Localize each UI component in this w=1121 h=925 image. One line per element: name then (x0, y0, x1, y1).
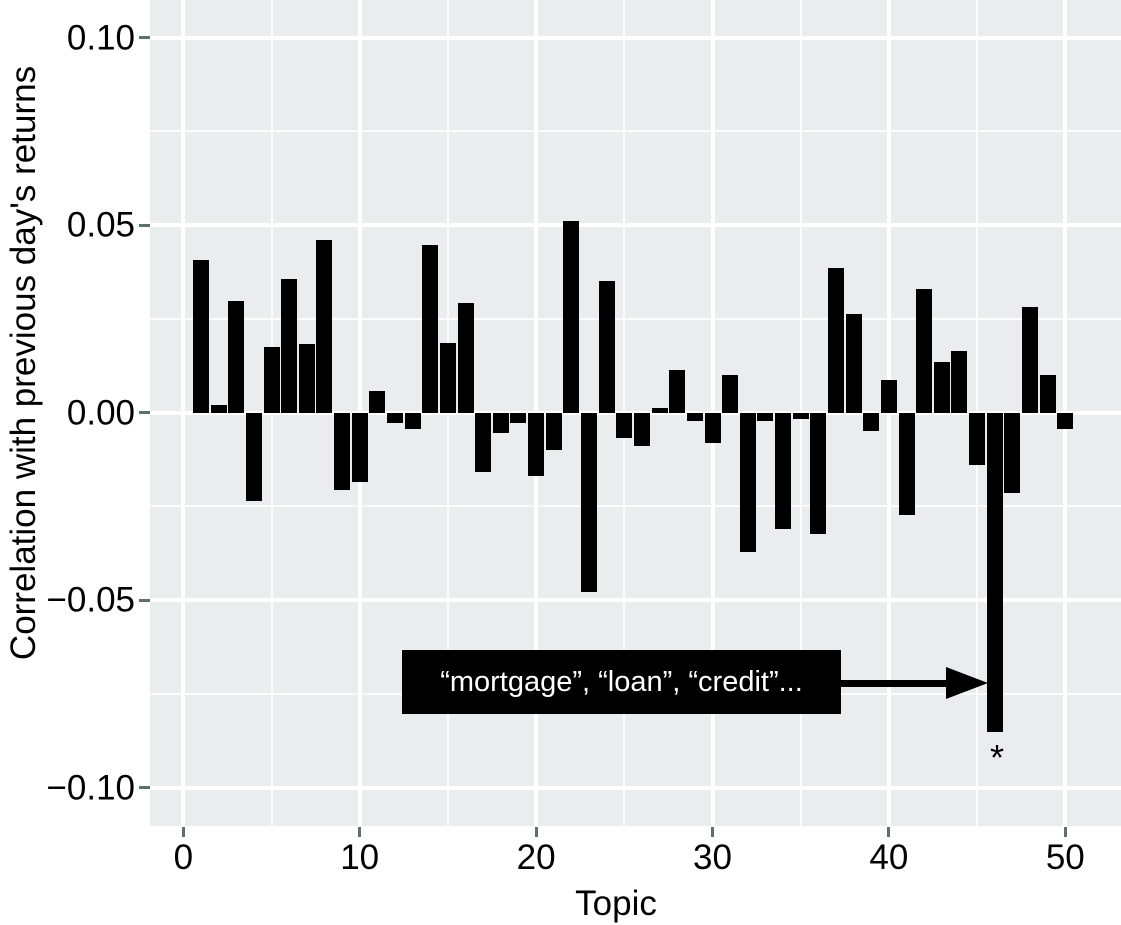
bar-topic-9 (334, 412, 351, 491)
bar-topic-50 (1057, 412, 1074, 430)
bar-topic-48 (1022, 306, 1039, 413)
x-axis-tick (534, 827, 538, 837)
bar-topic-15 (439, 343, 456, 413)
bar-topic-37 (827, 268, 844, 413)
bar-topic-38 (845, 313, 862, 413)
bar-topic-12 (386, 412, 403, 423)
bar-topic-30 (704, 412, 721, 443)
x-axis-tick (711, 827, 714, 837)
y-axis-tick (139, 223, 150, 227)
y-tick-label: 0.10 (66, 18, 135, 57)
bar-topic-7 (298, 343, 315, 413)
gridline-y-minor (150, 505, 1121, 508)
y-tick-label: 0.05 (66, 205, 135, 245)
x-tick-label: 20 (516, 838, 556, 877)
bar-topic-22 (563, 220, 580, 413)
bar-topic-17 (475, 412, 492, 472)
bar-topic-47 (1004, 412, 1021, 494)
bar-topic-18 (492, 412, 509, 433)
gridline-y-major (150, 35, 1121, 40)
bar-topic-4 (245, 412, 262, 501)
bar-topic-49 (1039, 375, 1056, 413)
annotation-arrow-head-icon (946, 667, 988, 699)
bar-topic-2 (210, 405, 227, 413)
bar-topic-39 (863, 412, 880, 431)
bar-topic-11 (369, 391, 386, 413)
y-axis-tick (139, 36, 150, 39)
significance-asterisk: * (989, 737, 1005, 778)
bar-topic-23 (581, 412, 598, 593)
bar-topic-14 (422, 244, 439, 413)
x-axis-title: Topic (575, 884, 657, 923)
gridline-y-major (150, 223, 1121, 227)
bar-topic-20 (528, 412, 545, 476)
bar-topic-13 (404, 412, 421, 430)
y-axis-tick (139, 411, 150, 414)
bar-topic-43 (933, 361, 950, 413)
x-axis-tick (1063, 827, 1067, 837)
y-axis-tick (139, 786, 150, 789)
x-tick-label: 50 (1045, 838, 1085, 877)
y-tick-label: −0.05 (46, 580, 135, 620)
x-tick-label: 30 (693, 838, 732, 877)
y-tick-label: 0.00 (66, 393, 135, 432)
gridline-y-major (150, 598, 1121, 602)
x-axis-tick (358, 827, 362, 837)
bar-topic-33 (757, 412, 774, 422)
gridline-y-major (150, 785, 1121, 790)
bar-topic-44 (951, 351, 968, 413)
bar-topic-6 (281, 279, 298, 413)
bar-topic-16 (457, 302, 474, 413)
x-axis-tick (181, 827, 185, 837)
y-axis-title: Correlation with previous day's returns (4, 65, 43, 661)
bar-topic-27 (651, 408, 668, 413)
bar-topic-42 (916, 289, 933, 413)
x-tick-label: 0 (173, 838, 194, 877)
bar-topic-25 (616, 412, 633, 438)
bar-topic-5 (263, 347, 280, 413)
bar-topic-40 (880, 379, 897, 413)
bar-topic-32 (739, 412, 756, 552)
x-tick-label: 10 (340, 838, 380, 877)
bar-topic-45 (969, 412, 986, 465)
gridline-y-minor (150, 317, 1121, 320)
bar-topic-36 (810, 412, 827, 535)
y-tick-label: −0.10 (46, 768, 135, 807)
bar-topic-10 (351, 412, 368, 482)
bar-topic-29 (686, 412, 703, 422)
bar-topic-24 (598, 280, 615, 413)
bar-topic-34 (775, 412, 792, 530)
annotation-label: “mortgage”, “loan”, “credit”... (402, 650, 841, 714)
bar-topic-28 (669, 370, 686, 413)
bar-topic-41 (898, 412, 915, 515)
x-axis-tick (887, 827, 891, 837)
bar-topic-8 (316, 240, 333, 413)
bar-topic-46 (986, 412, 1003, 732)
bar-topic-26 (633, 412, 650, 446)
bar-topic-1 (192, 259, 209, 413)
bar-topic-19 (510, 412, 527, 423)
bar-topic-31 (722, 375, 739, 413)
bar-topic-35 (792, 412, 809, 420)
bar-topic-3 (228, 300, 245, 413)
bar-topic-21 (545, 412, 562, 450)
annotation-arrow-line (841, 680, 947, 687)
y-axis-tick (139, 598, 150, 602)
gridline-y-minor (150, 130, 1121, 133)
x-tick-label: 40 (869, 838, 909, 877)
y-axis-title-wrap: Correlation with previous day's returns (4, 66, 44, 660)
